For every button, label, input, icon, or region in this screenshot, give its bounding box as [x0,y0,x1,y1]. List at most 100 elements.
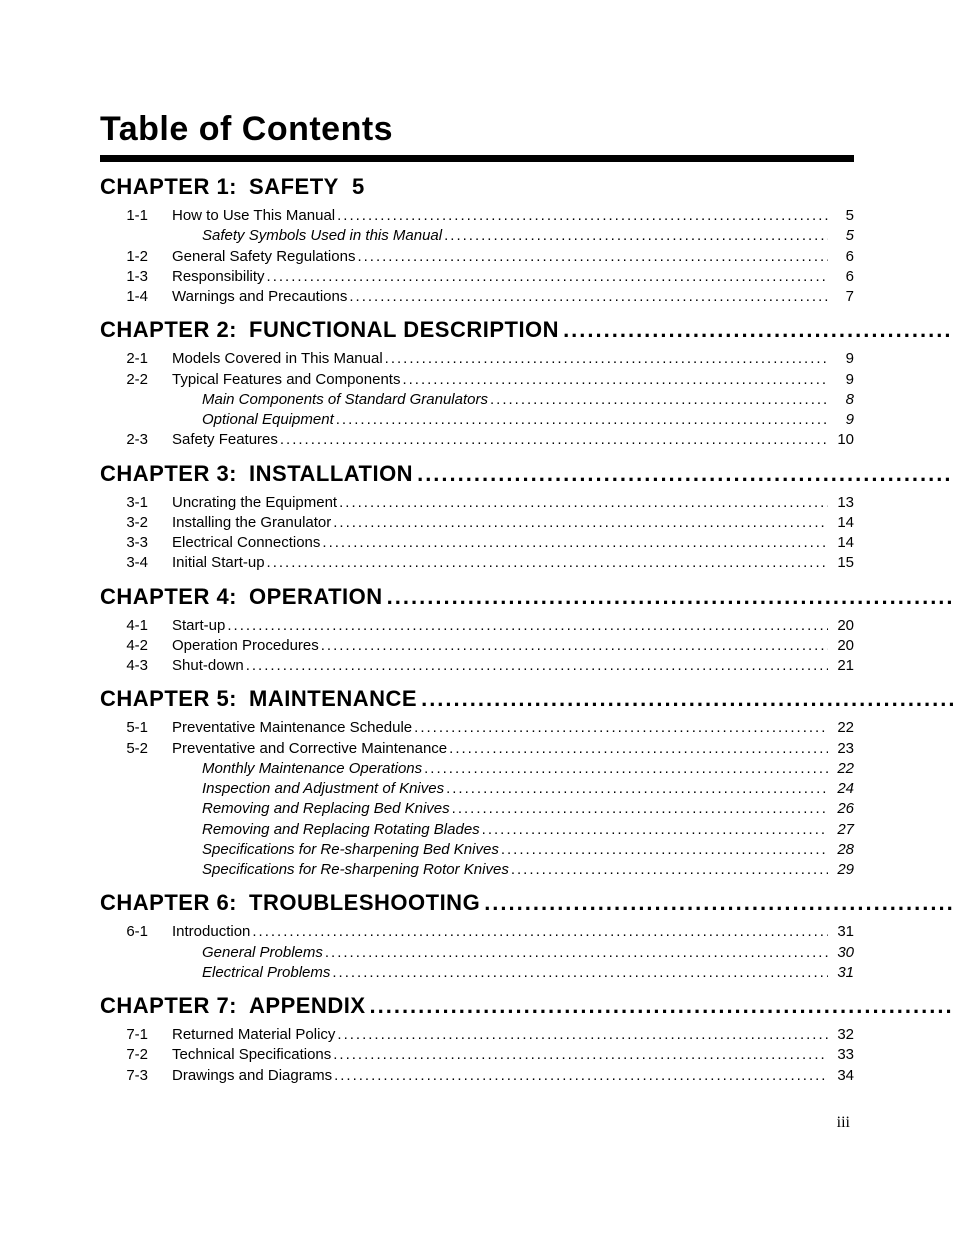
entry-page: 15 [830,553,854,573]
chapter-heading: CHAPTER 1:SAFETY 5 [100,174,854,200]
subentry-page: 5 [830,226,854,246]
entry-title: Drawings and Diagrams [172,1066,332,1086]
leader-dots: ........................................… [563,317,954,343]
chapter-label: CHAPTER 1: [100,174,237,200]
toc-entry: 7-1Returned Material Policy.............… [100,1025,854,1045]
subentry-title: Removing and Replacing Bed Knives [172,799,450,819]
entry-number: 4-2 [100,636,172,656]
leader-dots: ........................................… [385,349,828,369]
subentry-page: 31 [830,963,854,983]
entry-number: 5-2 [100,739,172,759]
leader-dots: ........................................… [449,739,828,759]
toc-entry: 3-2Installing the Granulator............… [100,513,854,533]
leader-dots: ........................................… [333,1045,828,1065]
entry-page: 13 [830,493,854,513]
entry-page: 14 [830,513,854,533]
subentry-title: Optional Equipment [172,410,334,430]
entry-number: 6-1 [100,922,172,942]
entry-number: 3-4 [100,553,172,573]
toc-entry: 3-1Uncrating the Equipment..............… [100,493,854,513]
toc-subentry: .Main Components of Standard Granulators… [100,390,854,410]
toc-entry: 5-2Preventative and Corrective Maintenan… [100,739,854,759]
toc-entry: 1-1How to Use This Manual...............… [100,206,854,226]
entry-page: 20 [830,616,854,636]
toc-subentry: .Electrical Problems....................… [100,963,854,983]
entry-number: 2-1 [100,349,172,369]
leader-dots: ........................................… [446,779,828,799]
leader-dots: ........................................… [501,840,828,860]
toc-entry: 4-3Shut-down............................… [100,656,854,676]
leader-dots: ........................................… [252,922,828,942]
toc-entry: 3-4Initial Start-up.....................… [100,553,854,573]
entry-title: Typical Features and Components [172,370,400,390]
entry-title: Models Covered in This Manual [172,349,383,369]
entry-page: 23 [830,739,854,759]
entry-number: 7-3 [100,1066,172,1086]
entry-number: 3-1 [100,493,172,513]
chapter-heading: CHAPTER 6:TROUBLESHOOTING...............… [100,890,854,916]
chapter-title: FUNCTIONAL DESCRIPTION [249,317,559,343]
entry-page: 20 [830,636,854,656]
toc-entry: 2-3Safety Features......................… [100,430,854,450]
leader-dots: ........................................… [417,461,954,487]
leader-dots: ........................................… [339,493,828,513]
entry-title: Shut-down [172,656,244,676]
subentry-title: Specifications for Re-sharpening Rotor K… [172,860,509,880]
entry-page: 32 [830,1025,854,1045]
entry-page: 6 [830,267,854,287]
entry-title: Safety Features [172,430,278,450]
chapter-label: CHAPTER 6: [100,890,237,916]
chapter-heading: CHAPTER 7:APPENDIX......................… [100,993,854,1019]
entry-page: 5 [830,206,854,226]
entry-number: 7-2 [100,1045,172,1065]
entry-number: 5-1 [100,718,172,738]
entry-page: 14 [830,533,854,553]
entry-page: 9 [830,349,854,369]
chapter-title: APPENDIX [249,993,365,1019]
subentry-page: 26 [830,799,854,819]
leader-dots: ........................................… [387,584,954,610]
leader-dots: ........................................… [414,718,828,738]
title-divider [100,155,854,162]
entry-title: Technical Specifications [172,1045,331,1065]
leader-dots: ........................................… [337,1025,828,1045]
subentry-page: 28 [830,840,854,860]
chapter-heading: CHAPTER 5:MAINTENANCE...................… [100,686,854,712]
subentry-title: Electrical Problems [172,963,330,983]
entry-page: 6 [830,247,854,267]
entry-page: 21 [830,656,854,676]
chapter-label: CHAPTER 4: [100,584,237,610]
toc-subentry: .Removing and Replacing Bed Knives......… [100,799,854,819]
entry-title: How to Use This Manual [172,206,335,226]
entry-number: 1-3 [100,267,172,287]
leader-dots: ........................................… [336,410,828,430]
subentry-page: 8 [830,390,854,410]
leader-dots: ........................................… [333,513,828,533]
leader-dots: ........................................… [267,553,828,573]
leader-dots: ........................................… [332,963,828,983]
entry-number: 3-2 [100,513,172,533]
page-title: Table of Contents [100,110,854,155]
toc-subentry: .General Problems.......................… [100,943,854,963]
leader-dots: ........................................… [452,799,828,819]
subentry-title: General Problems [172,943,323,963]
leader-dots: ........................................… [357,247,828,267]
entry-title: Returned Material Policy [172,1025,335,1045]
entry-title: Preventative and Corrective Maintenance [172,739,447,759]
subentry-page: 29 [830,860,854,880]
leader-dots: ........................................… [482,820,828,840]
leader-dots: ........................................… [227,616,828,636]
entry-page: 7 [830,287,854,307]
toc-entry: 1-4Warnings and Precautions.............… [100,287,854,307]
entry-number: 7-1 [100,1025,172,1045]
leader-dots: ........................................… [490,390,828,410]
entry-page: 10 [830,430,854,450]
entry-number: 3-3 [100,533,172,553]
toc-subentry: .Optional Equipment.....................… [100,410,854,430]
chapter-title: SAFETY [249,174,339,200]
toc-entry: 1-3Responsibility.......................… [100,267,854,287]
toc-entry: 2-1Models Covered in This Manual........… [100,349,854,369]
subentry-page: 30 [830,943,854,963]
subentry-page: 9 [830,410,854,430]
chapter-title: TROUBLESHOOTING [249,890,480,916]
